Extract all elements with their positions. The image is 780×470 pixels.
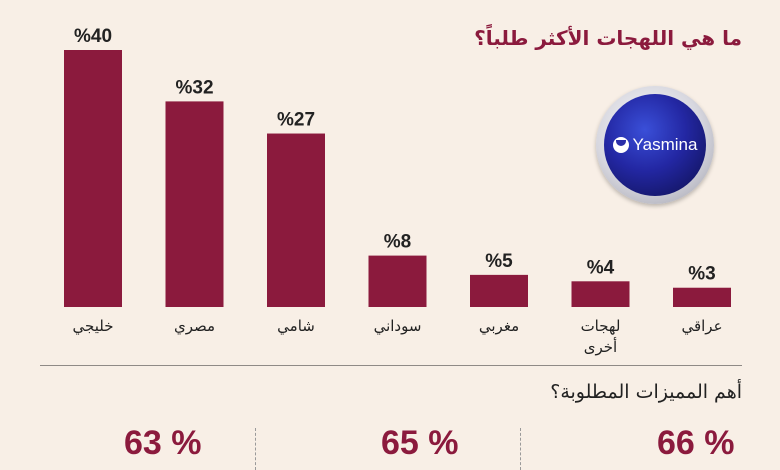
bar-6 <box>673 287 731 307</box>
category-label-0-0: خليجي <box>73 317 114 336</box>
feature-stat-2: 65 % <box>381 424 459 462</box>
category-label-2-0: شامي <box>277 317 315 336</box>
bar-value-label-2: %27 <box>277 110 315 131</box>
stat-divider-2 <box>255 428 256 470</box>
feature-stat-3: 63 % <box>124 424 202 462</box>
bar-chart: %40 خليجي %32 مصري %27 شامي %8 سوداني %5 مغربي %4 ل… <box>64 26 731 356</box>
features-title: أهم المميزات المطلوبة؟ <box>550 381 742 403</box>
stat-divider-1 <box>520 428 521 470</box>
category-label-6-0: عراقي <box>681 317 722 336</box>
category-label-1-0: مصري <box>174 317 215 336</box>
bar-3 <box>368 255 427 307</box>
category-label-5-0: لهجات <box>581 317 621 335</box>
bar-2 <box>267 133 325 307</box>
logo-badge: Yasmina <box>604 94 706 196</box>
chart-title: ما هي اللهجات الأكثر طلباً؟ <box>474 26 742 50</box>
category-label-3-0: سوداني <box>374 317 422 336</box>
smile-icon <box>612 137 629 153</box>
category-label-5-1: أخرى <box>584 337 617 356</box>
bar-value-label-0: %40 <box>74 26 112 47</box>
section-divider <box>40 365 742 366</box>
bar-value-label-5: %4 <box>587 257 615 278</box>
bar-0 <box>64 50 122 307</box>
bar-1 <box>165 101 224 308</box>
category-label-4-0: مغربي <box>479 317 519 336</box>
yasmina-logo: Yasmina <box>596 86 714 204</box>
feature-stat-1: 66 % <box>657 424 735 462</box>
bar-value-label-6: %3 <box>688 264 715 285</box>
bar-value-label-4: %5 <box>485 251 513 272</box>
bar-value-label-1: %32 <box>175 77 213 98</box>
logo-text: Yasmina <box>632 135 698 154</box>
bar-4 <box>470 274 528 307</box>
bar-value-label-3: %8 <box>384 232 411 253</box>
bar-5 <box>571 281 630 307</box>
